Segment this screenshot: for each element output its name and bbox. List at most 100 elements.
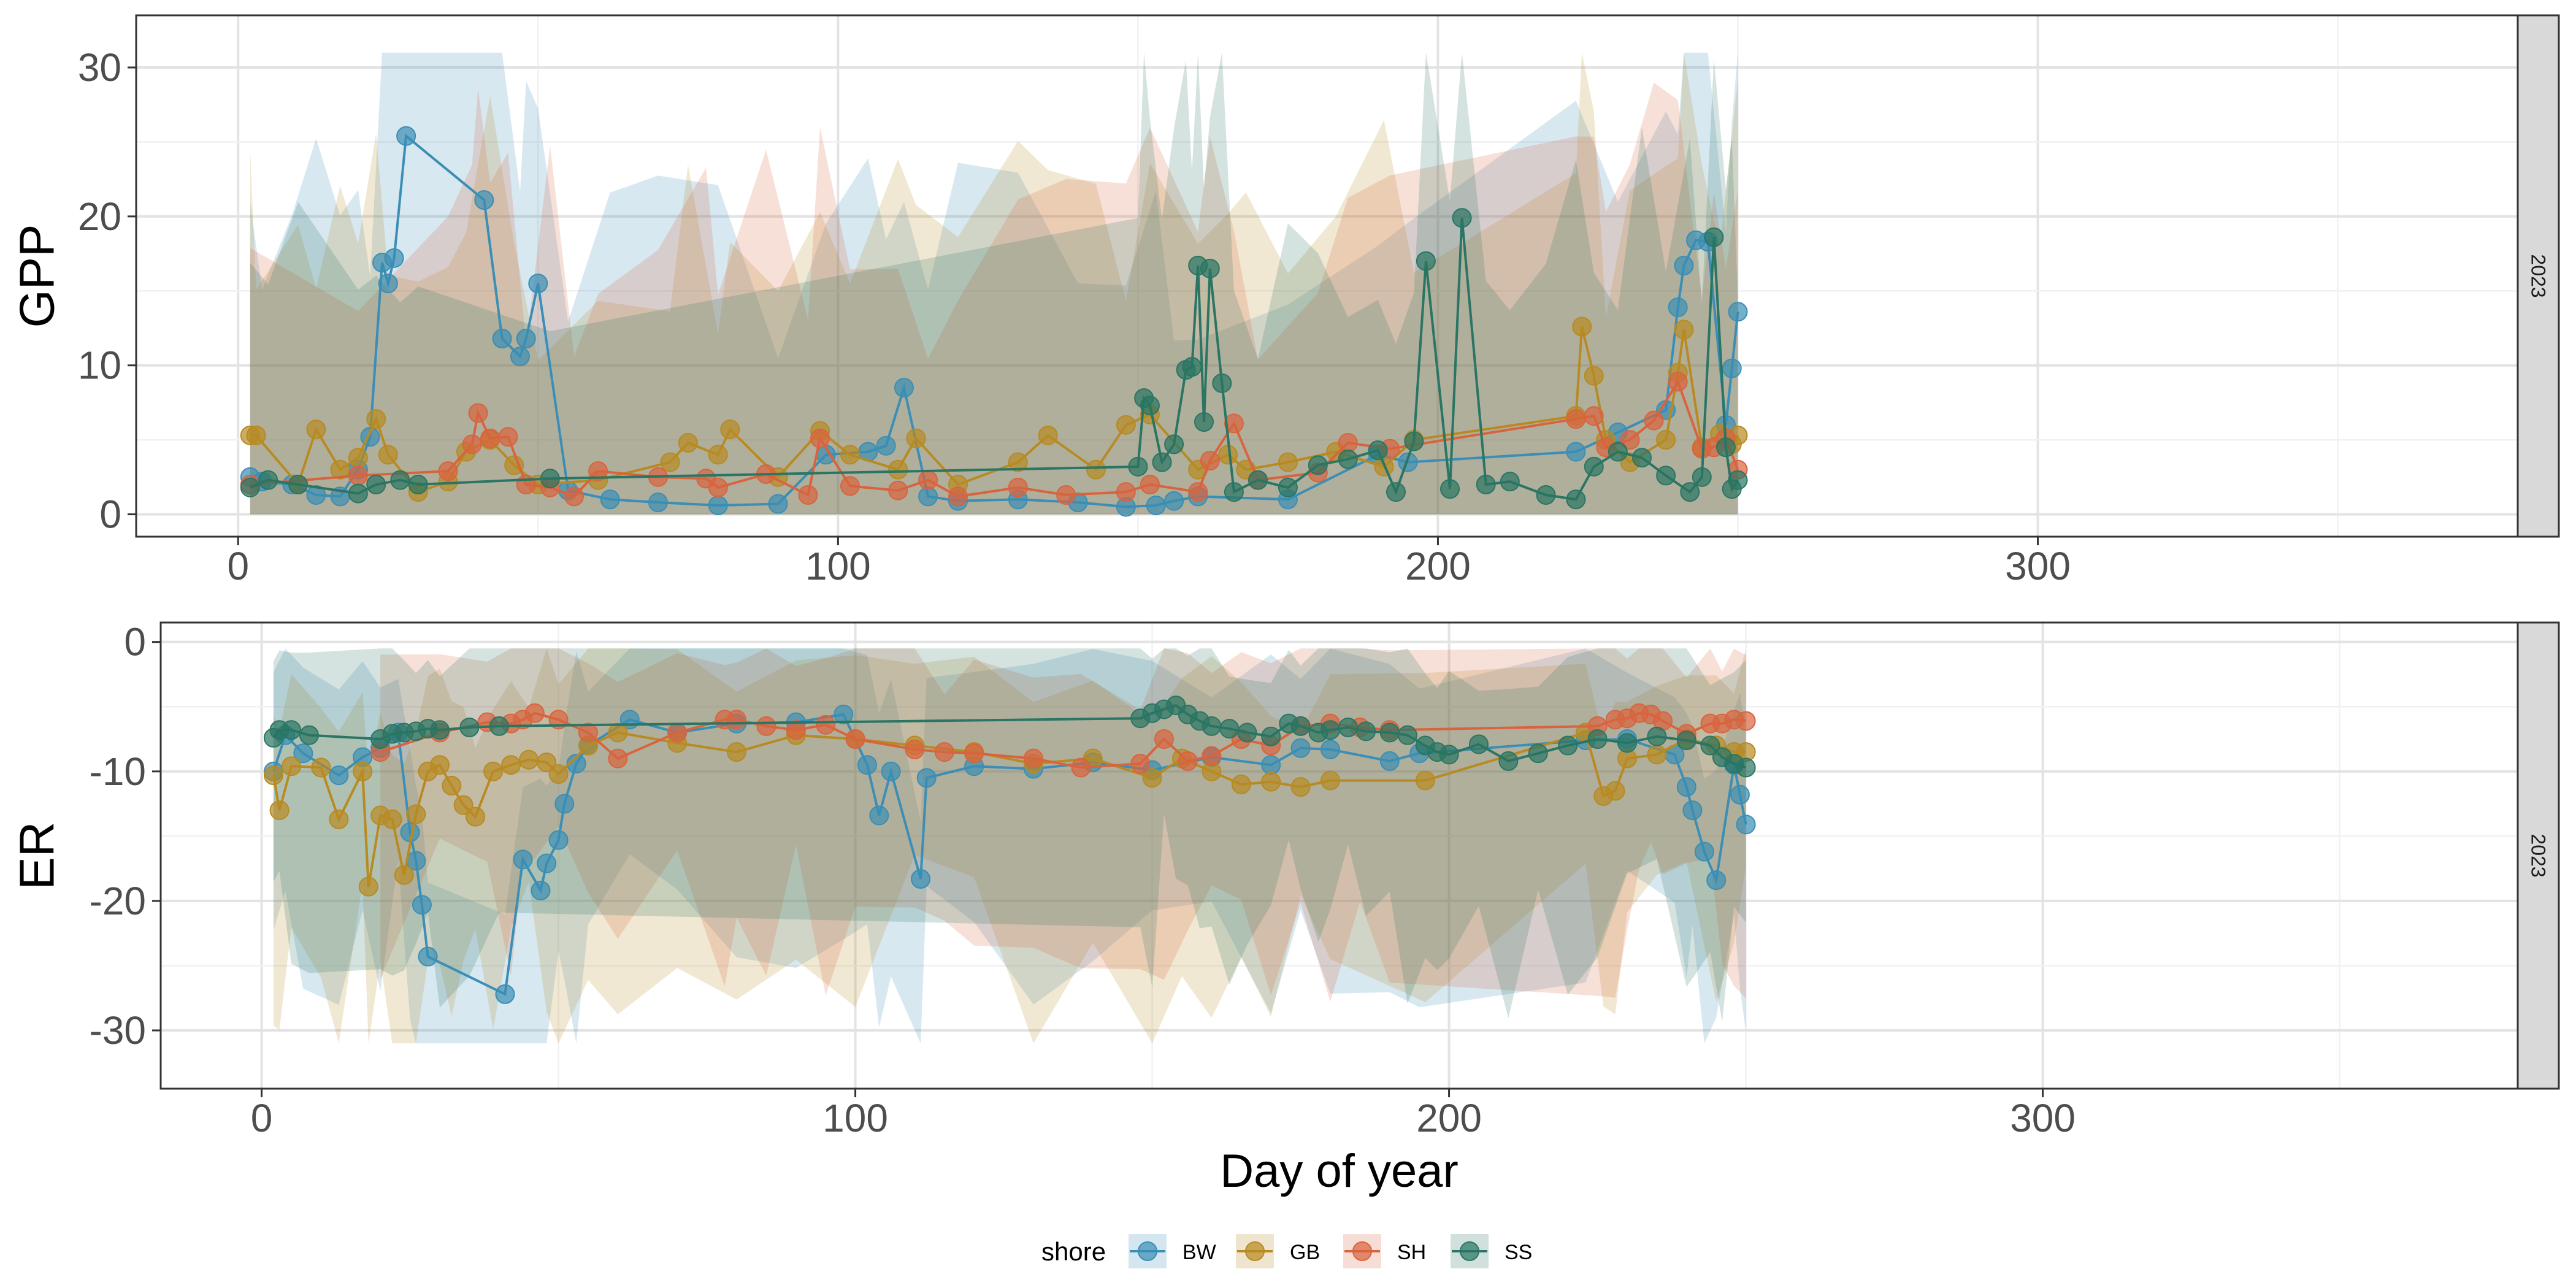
data-point	[608, 748, 628, 769]
y-tick-label: -20	[90, 879, 147, 923]
data-point	[1308, 455, 1328, 475]
data-point	[1674, 320, 1694, 340]
data-point	[588, 461, 608, 481]
data-point	[1439, 745, 1459, 765]
data-point	[1631, 448, 1652, 468]
legend: shore BW GB SH SS	[1041, 1234, 1532, 1268]
data-point	[438, 461, 458, 481]
data-point	[1202, 746, 1222, 766]
data-point	[394, 865, 414, 885]
x-axis-title: Day of year	[1220, 1145, 1459, 1197]
legend-key-sh: SH	[1343, 1234, 1426, 1268]
data-point	[1194, 412, 1214, 432]
data-point	[1086, 459, 1106, 480]
y-tick-label: -30	[90, 1008, 147, 1052]
data-point	[299, 725, 320, 745]
data-point	[1261, 755, 1281, 775]
data-point	[1566, 409, 1586, 429]
ribbon-bw	[250, 52, 1738, 515]
data-point	[1692, 467, 1712, 487]
data-point	[566, 754, 586, 774]
er-y-axis-title: ER	[10, 821, 64, 889]
data-point	[1130, 754, 1151, 774]
data-point	[1706, 870, 1727, 891]
data-point	[1386, 482, 1406, 502]
data-point	[1680, 482, 1700, 502]
gpp-grid	[136, 15, 2518, 537]
data-point	[1338, 449, 1358, 469]
legend-label: SS	[1505, 1241, 1532, 1264]
data-point	[916, 768, 937, 788]
ribbon-ss	[250, 52, 1738, 515]
data-point	[1566, 489, 1586, 510]
data-point	[474, 190, 494, 210]
data-point	[1379, 723, 1400, 743]
data-point	[311, 757, 331, 778]
data-point	[408, 475, 428, 494]
data-point	[548, 830, 569, 850]
er-plot-background	[161, 623, 2518, 1089]
facet-strip-label: 2023	[2528, 254, 2550, 297]
data-point	[1116, 415, 1136, 435]
gpp-ribbons	[250, 52, 1738, 515]
data-point	[948, 486, 968, 507]
data-point	[1248, 470, 1268, 490]
data-point	[1278, 477, 1298, 497]
data-point	[1647, 745, 1667, 765]
series-ss	[240, 208, 1748, 510]
data-point	[524, 703, 545, 723]
data-point	[306, 485, 326, 505]
data-point	[1608, 442, 1628, 462]
data-point	[1584, 366, 1604, 386]
data-point	[720, 420, 740, 440]
data-point	[934, 742, 954, 762]
data-point	[708, 477, 728, 497]
data-point	[1620, 430, 1640, 450]
data-point	[1468, 734, 1489, 754]
data-point	[1290, 777, 1311, 797]
data-point	[412, 895, 432, 915]
data-point	[1200, 258, 1220, 278]
legend-key-ss: SS	[1451, 1234, 1532, 1268]
data-point	[1023, 748, 1043, 769]
data-point	[667, 723, 688, 743]
data-point	[881, 761, 901, 781]
data-point	[1356, 721, 1376, 742]
y-tick-label: 10	[78, 343, 121, 388]
data-point	[1728, 470, 1748, 490]
data-point	[1605, 781, 1625, 801]
data-point	[1440, 479, 1460, 499]
data-point	[366, 475, 386, 494]
data-point	[240, 477, 260, 497]
data-point	[1278, 452, 1298, 472]
x-tick-label: 0	[227, 544, 249, 588]
y-tick-label: 0	[124, 620, 146, 664]
data-point	[1647, 726, 1667, 746]
data-point	[1676, 730, 1696, 751]
data-point	[378, 274, 398, 294]
data-point	[390, 470, 410, 490]
data-point	[810, 428, 830, 448]
data-point	[608, 723, 628, 743]
gpp-y-axis-title: GPP	[10, 224, 64, 328]
data-point	[348, 483, 368, 504]
data-point	[1200, 451, 1220, 471]
data-point	[406, 804, 426, 824]
data-point	[1379, 751, 1400, 771]
data-point	[1224, 482, 1244, 502]
data-point	[816, 715, 836, 735]
data-point	[845, 729, 865, 749]
data-point	[281, 720, 301, 740]
data-point	[1668, 372, 1688, 392]
data-point	[1320, 720, 1340, 740]
legend-title: shore	[1041, 1237, 1106, 1266]
legend-label: SH	[1397, 1241, 1426, 1264]
er-ribbons	[273, 648, 1746, 1044]
data-point	[288, 475, 309, 494]
data-point	[548, 764, 569, 784]
data-point	[1700, 735, 1720, 756]
data-point	[516, 329, 536, 348]
data-point	[378, 445, 398, 465]
data-point	[1290, 738, 1311, 758]
data-point	[905, 739, 925, 759]
